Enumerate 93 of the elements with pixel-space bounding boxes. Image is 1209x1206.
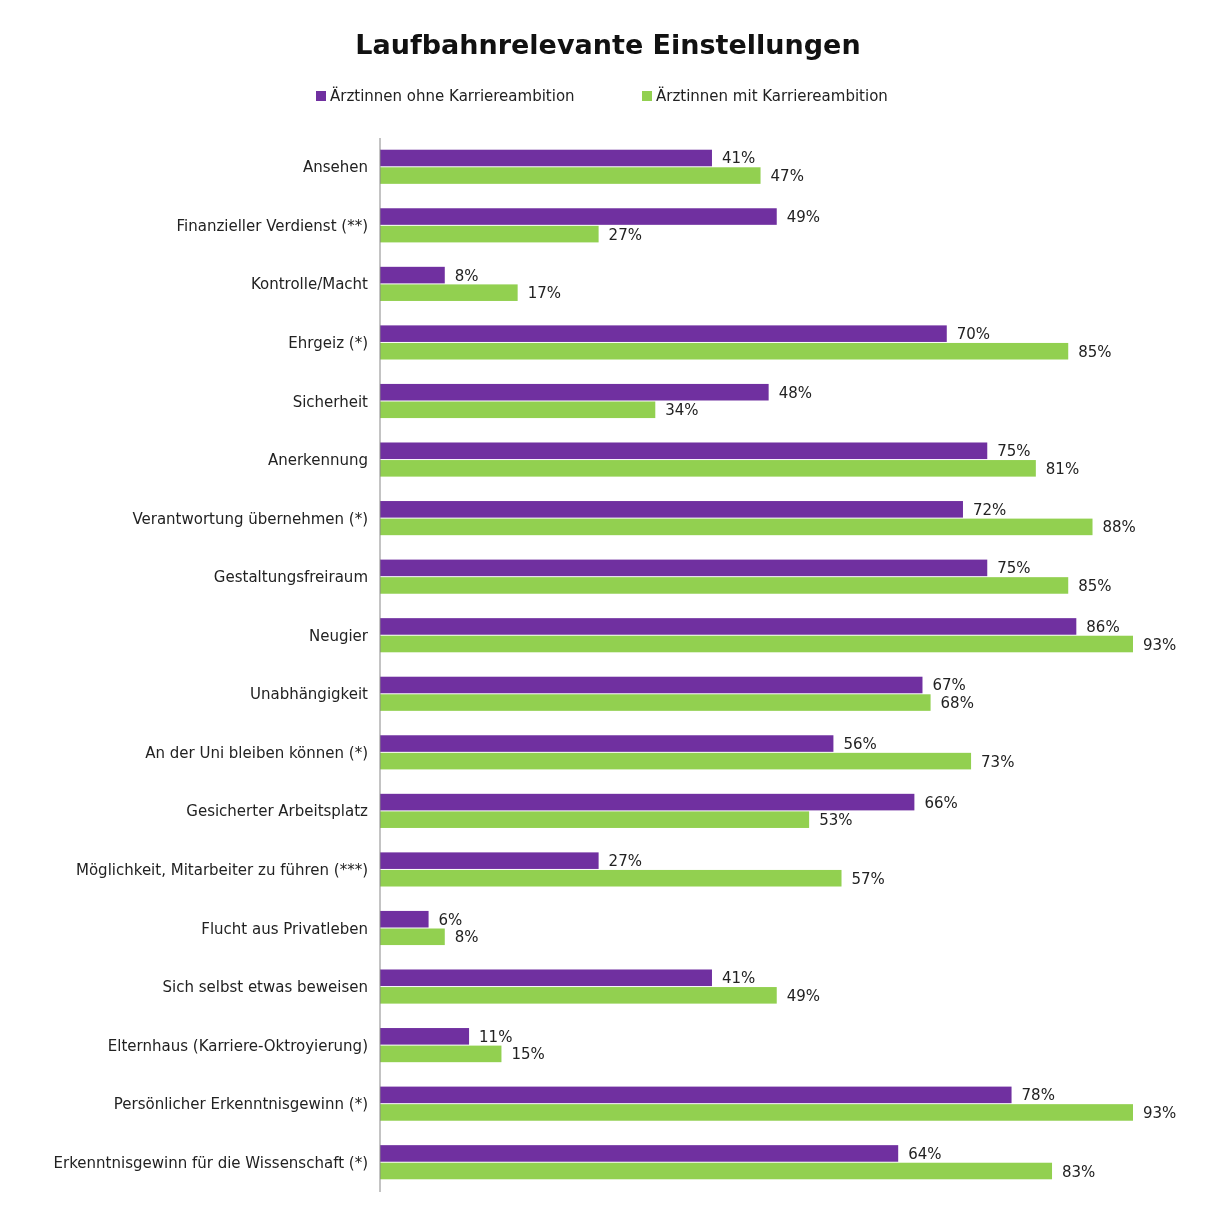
- bar: [380, 284, 518, 301]
- bar: [380, 342, 1069, 360]
- chart-title: Laufbahnrelevante Einstellungen: [355, 28, 861, 60]
- y-tick-label: Unabhängigkeit: [249, 685, 369, 704]
- data-label: 68%: [940, 694, 974, 713]
- y-tick-label: Anerkennung: [267, 451, 368, 470]
- bar: [380, 325, 947, 342]
- bar: [380, 635, 1133, 653]
- bar: [380, 694, 931, 711]
- bar: [380, 869, 842, 887]
- y-tick-label: An der Uni bleiben können (*): [145, 743, 368, 762]
- data-label: 11%: [479, 1027, 513, 1046]
- data-label: 85%: [1078, 576, 1112, 595]
- y-tick-label: Finanzieller Verdienst (**): [176, 216, 368, 235]
- bar: [380, 676, 923, 694]
- data-label: 34%: [665, 401, 699, 420]
- bar: [380, 1162, 1053, 1180]
- bar: [380, 793, 915, 811]
- bar: [380, 167, 761, 184]
- data-label: 67%: [932, 676, 966, 695]
- data-label: 8%: [454, 266, 479, 285]
- data-label: 41%: [721, 969, 756, 988]
- bar: [380, 618, 1077, 635]
- bar: [380, 969, 712, 987]
- bar: [380, 225, 599, 243]
- data-label: 49%: [786, 986, 821, 1005]
- data-label: 41%: [721, 149, 756, 168]
- y-tick-label: Verantwortung übernehmen (*): [132, 509, 368, 528]
- bar: [380, 1028, 470, 1045]
- data-label: 27%: [608, 852, 642, 871]
- bar: [380, 559, 988, 577]
- bar: [380, 577, 1069, 594]
- bar: [380, 1145, 899, 1162]
- data-label: 27%: [608, 225, 642, 244]
- bar: [380, 518, 1093, 536]
- y-tick-label: Erkenntnisgewinn für die Wissenschaft (*): [53, 1153, 368, 1172]
- bar: [380, 1045, 502, 1063]
- bar: [380, 501, 963, 518]
- data-label: 93%: [1143, 635, 1177, 654]
- bar: [380, 852, 599, 869]
- y-tick-label: Persönlicher Erkenntnisgewinn (*): [113, 1095, 368, 1114]
- data-label: 85%: [1078, 342, 1112, 361]
- bar: [380, 752, 972, 770]
- bar: [380, 910, 429, 928]
- bar: [380, 735, 834, 752]
- data-label: 49%: [786, 208, 821, 227]
- data-label: 83%: [1062, 1162, 1096, 1181]
- y-tick-label: Kontrolle/Macht: [250, 275, 369, 294]
- data-label: 78%: [1021, 1086, 1055, 1105]
- y-tick-label: Möglichkeit, Mitarbeiter zu führen (***): [76, 860, 368, 879]
- y-tick-label: Neugier: [308, 626, 369, 645]
- data-label: 75%: [997, 559, 1031, 578]
- y-tick-label: Sich selbst etwas beweisen: [162, 978, 368, 997]
- data-label: 93%: [1143, 1103, 1177, 1122]
- bar: [380, 208, 777, 225]
- data-label: 72%: [972, 500, 1007, 519]
- data-label: 15%: [511, 1045, 545, 1064]
- bar: [380, 1086, 1012, 1104]
- data-label: 73%: [981, 752, 1015, 771]
- data-label: 66%: [924, 793, 958, 812]
- y-tick-label: Ansehen: [302, 158, 368, 177]
- data-label: 48%: [778, 383, 812, 402]
- bar: [380, 460, 1036, 477]
- bar: [380, 266, 445, 284]
- legend-label: Ärztinnen mit Karriereambition: [656, 86, 888, 105]
- data-label: 86%: [1086, 617, 1120, 636]
- data-label: 70%: [956, 325, 991, 344]
- y-tick-label: Elternhaus (Karriere-Oktroyierung): [107, 1036, 368, 1055]
- data-label: 81%: [1045, 459, 1080, 478]
- bar: [380, 442, 988, 460]
- bar: [380, 811, 810, 828]
- data-label: 88%: [1102, 518, 1136, 537]
- bar: [380, 383, 769, 401]
- data-label: 57%: [851, 869, 885, 888]
- data-label: 56%: [843, 735, 877, 754]
- bar: [380, 987, 777, 1004]
- data-label: 75%: [997, 442, 1031, 461]
- data-label: 6%: [438, 910, 463, 929]
- y-tick-label: Gesicherter Arbeitsplatz: [186, 802, 369, 821]
- data-label: 47%: [770, 167, 804, 186]
- bar: [380, 401, 656, 419]
- data-label: 17%: [527, 284, 561, 303]
- bar: [380, 1104, 1133, 1121]
- y-tick-label: Flucht aus Privatleben: [201, 919, 368, 938]
- data-label: 53%: [819, 811, 853, 830]
- data-label: 64%: [908, 1144, 942, 1163]
- bar: [380, 149, 712, 167]
- data-label: 8%: [454, 928, 479, 947]
- y-tick-label: Sicherheit: [292, 392, 369, 411]
- y-tick-label: Gestaltungsfreiraum: [213, 568, 368, 587]
- y-tick-label: Ehrgeiz (*): [288, 333, 368, 352]
- legend-label: Ärztinnen ohne Karriereambition: [330, 86, 575, 105]
- bar: [380, 928, 445, 946]
